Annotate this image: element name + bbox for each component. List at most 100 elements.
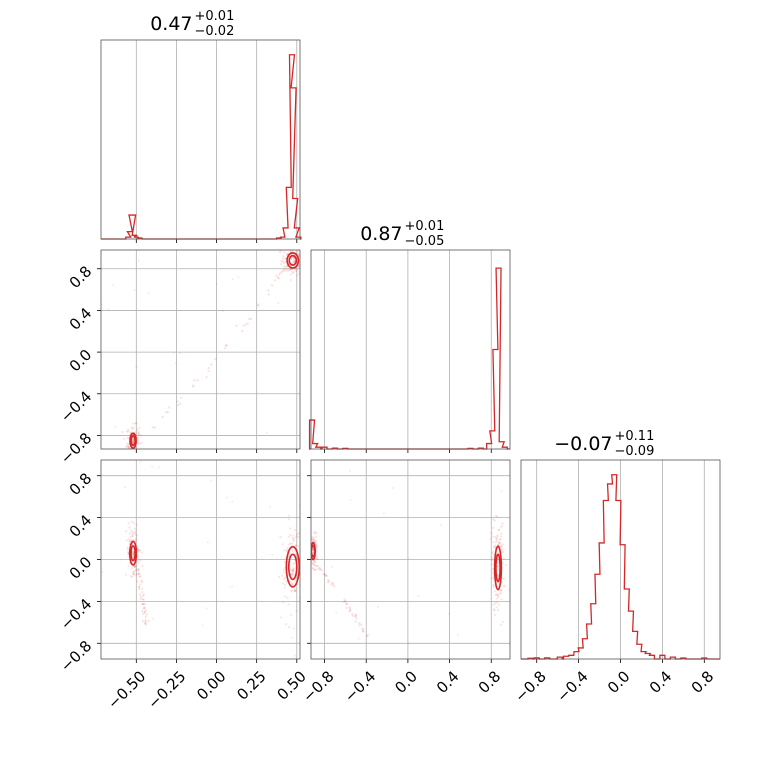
scatter-point: [207, 369, 210, 373]
scatter-point: [331, 581, 334, 585]
scatter-point: [354, 613, 357, 616]
scatter-point: [142, 606, 145, 610]
scatter-point: [314, 560, 317, 563]
scatter-point: [311, 551, 314, 554]
scatter-point: [225, 496, 228, 499]
scatter-point: [314, 535, 318, 538]
scatter-point: [292, 627, 295, 630]
scatter-point: [361, 629, 365, 633]
scatter-point: [125, 442, 129, 445]
scatter-point: [308, 537, 310, 539]
scatter-point: [491, 550, 495, 554]
scatter-point: [328, 580, 331, 583]
scatter-point: [500, 546, 503, 549]
scatter-point: [214, 358, 217, 361]
scatter-point: [288, 241, 290, 243]
scatter-point: [496, 565, 499, 568]
scatter-point: [316, 557, 319, 560]
scatter-point: [291, 583, 294, 586]
scatter-point: [285, 253, 288, 256]
scatter-point: [501, 524, 504, 527]
scatter-point: [231, 278, 234, 281]
scatter-point: [496, 515, 499, 518]
scatter-point: [354, 614, 357, 617]
scatter-point: [292, 563, 295, 566]
scatter-point: [502, 585, 506, 588]
scatter-point: [302, 540, 304, 542]
contour-line: [285, 545, 300, 588]
scatter-point: [285, 580, 288, 583]
scatter-point: [282, 254, 285, 258]
scatter-point: [360, 623, 363, 626]
scatter-point: [127, 446, 130, 449]
scatter-point: [143, 602, 146, 606]
scatter-point: [166, 411, 169, 414]
scatter-point: [282, 262, 285, 265]
scatter-point: [501, 620, 504, 623]
scatter-point: [133, 530, 137, 533]
scatter-point: [138, 549, 141, 552]
tick-label-x: −0.4: [553, 667, 591, 705]
scatter-point: [291, 534, 294, 538]
scatter-point: [496, 539, 499, 542]
scatter-point: [300, 597, 302, 599]
scatter-point: [289, 568, 292, 572]
scatter-point: [282, 578, 286, 581]
scatter-point: [354, 620, 357, 623]
scatter-point: [303, 567, 305, 569]
tick-label-x: 0.4: [646, 667, 676, 697]
scatter-point: [495, 537, 498, 540]
tick-label-y: −0.4: [57, 595, 95, 633]
scatter-point: [501, 543, 505, 546]
scatter-point: [127, 522, 130, 525]
scatter-point: [290, 268, 293, 271]
scatter-point: [136, 568, 139, 571]
panel-border: [310, 249, 511, 450]
scatter-point: [300, 248, 302, 250]
scatter-point: [267, 293, 270, 296]
scatter-point: [491, 571, 495, 574]
scatter-point: [496, 534, 499, 537]
scatter-point: [129, 465, 131, 467]
scatter-point: [237, 276, 240, 279]
contour-line: [130, 545, 136, 562]
scatter-point: [131, 438, 135, 441]
scatter-point: [292, 538, 295, 541]
scatter-point: [137, 437, 140, 440]
scatter-point: [502, 577, 506, 580]
scatter-point: [500, 532, 503, 535]
scatter-point: [315, 545, 318, 548]
scatter-point: [138, 585, 141, 589]
scatter-point: [138, 549, 141, 552]
scatter-point: [298, 545, 300, 548]
scatter-point: [138, 550, 141, 553]
scatter-point: [135, 572, 138, 576]
scatter-point: [131, 534, 135, 538]
histogram-line-1: [101, 54, 302, 240]
scatter-point: [287, 514, 291, 517]
title-plus: +0.01: [405, 219, 445, 234]
scatter-point: [295, 267, 299, 270]
scatter-point: [131, 575, 134, 578]
scatter-point: [144, 620, 147, 623]
scatter-point: [133, 570, 136, 573]
scatter-point: [332, 583, 335, 586]
title-minus: −0.05: [405, 234, 445, 249]
scatter-point: [499, 537, 502, 541]
scatter-point: [271, 284, 274, 287]
scatter-point: [495, 606, 498, 609]
title-value: 0.87: [360, 223, 402, 245]
scatter-point: [315, 547, 318, 550]
scatter-point: [349, 609, 352, 612]
scatter-point: [318, 568, 322, 571]
scatter-point: [312, 548, 315, 551]
scatter-point: [289, 257, 293, 260]
scatter-point: [293, 529, 297, 532]
scatter-point: [269, 506, 272, 509]
scatter-point: [137, 439, 140, 443]
tick-label-y: −0.8: [57, 637, 95, 675]
scatter-point: [290, 613, 293, 616]
scatter-point: [283, 257, 287, 260]
tick-label-y: 0.0: [66, 553, 96, 583]
scatter-point: [292, 247, 294, 249]
